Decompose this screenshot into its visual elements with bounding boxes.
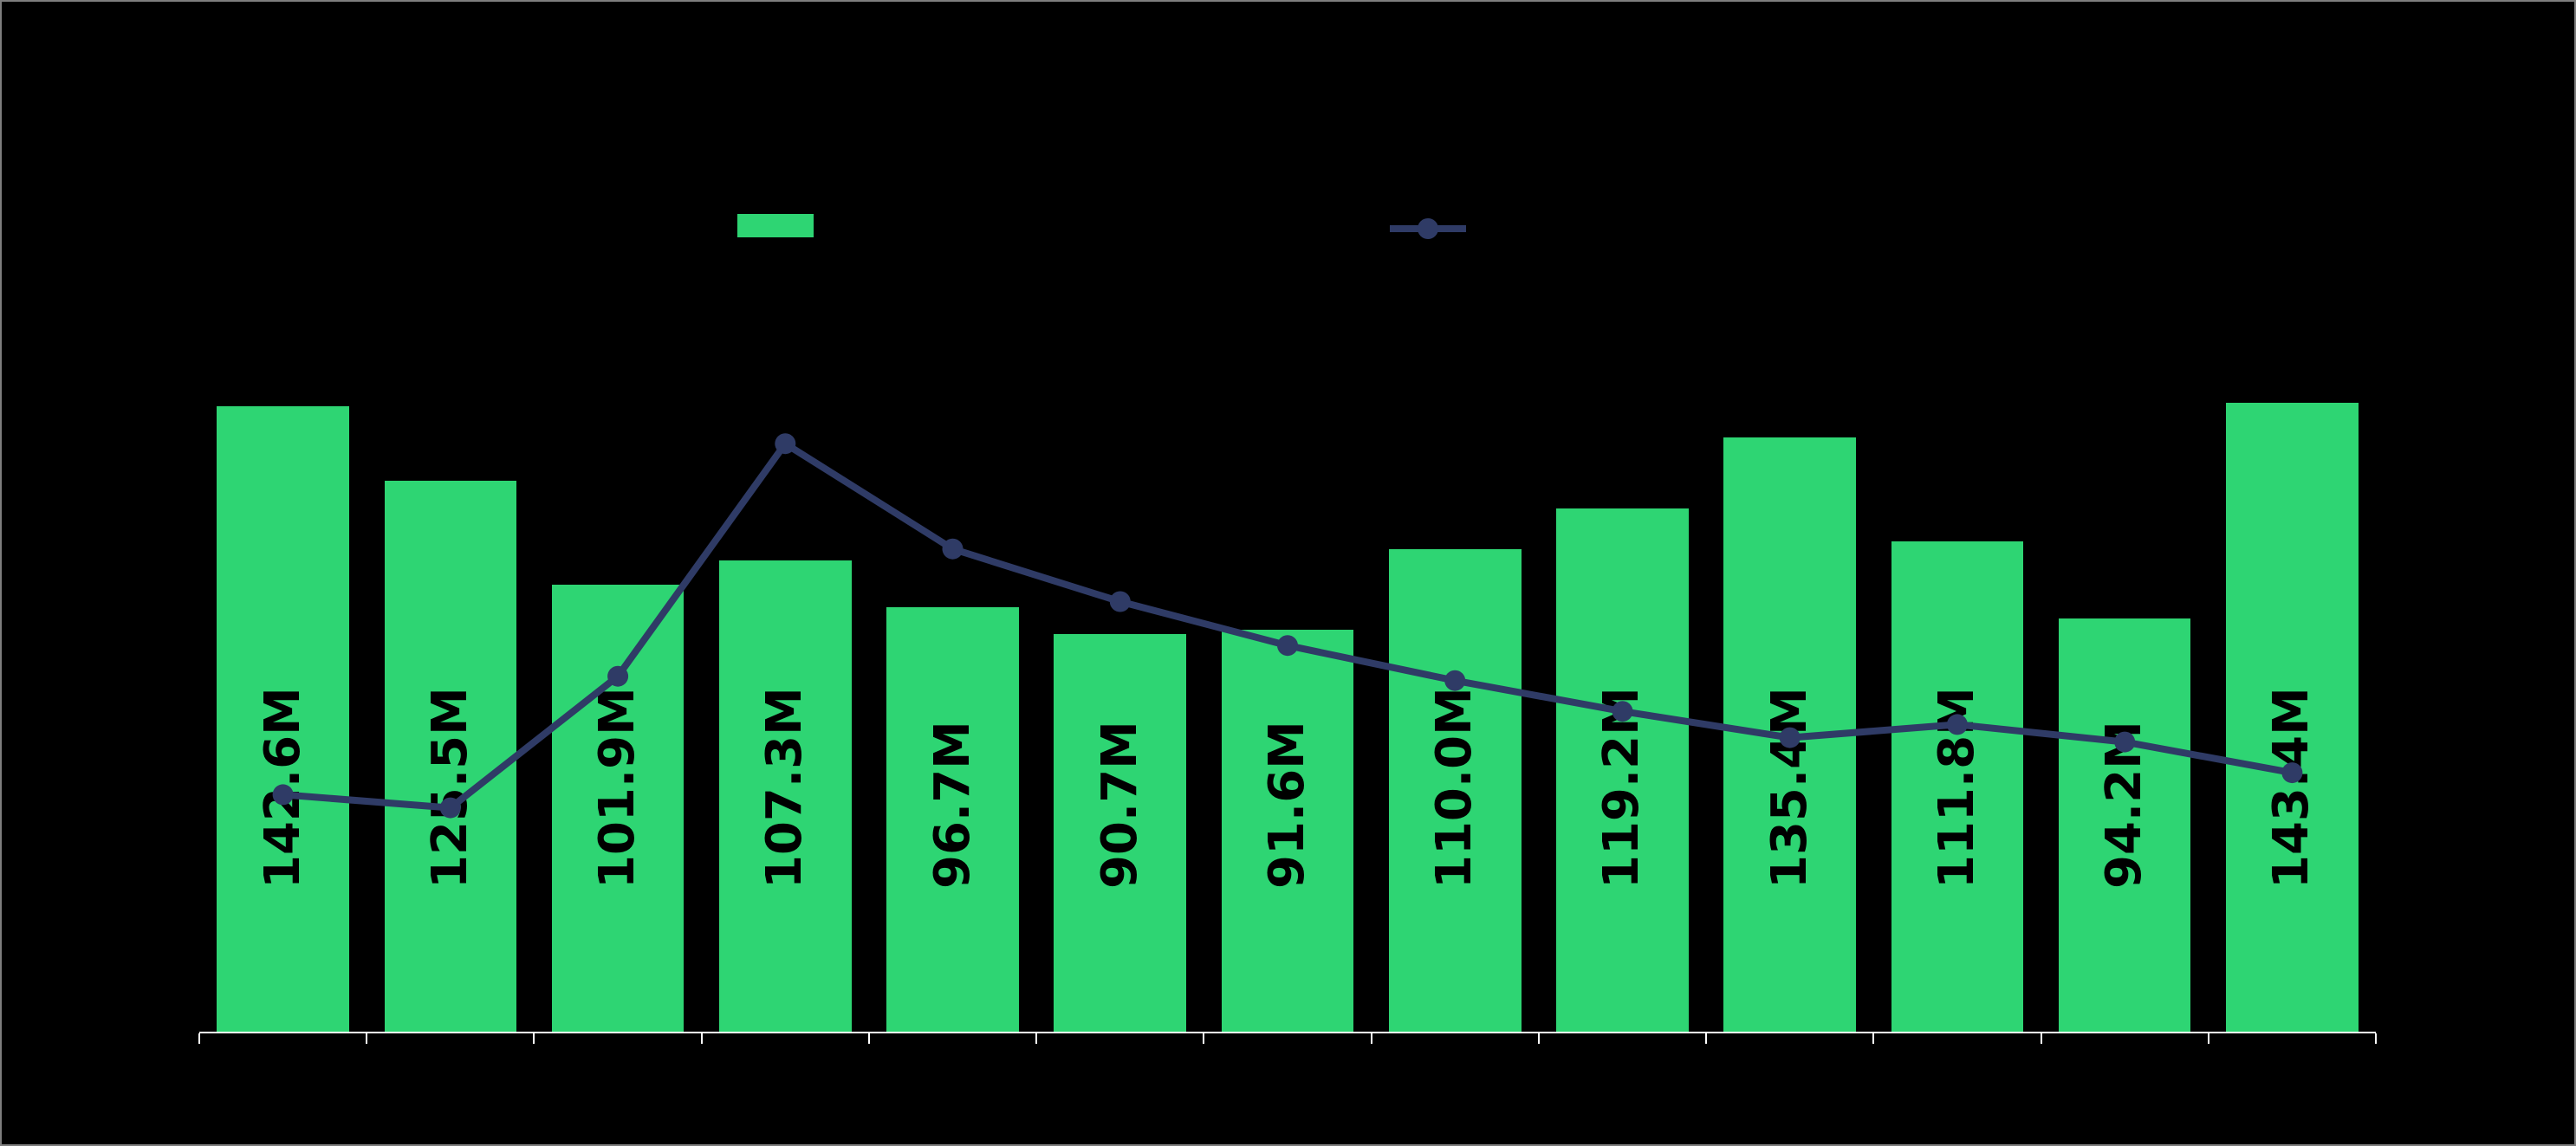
bar-value-label: 107.3M [756, 687, 814, 889]
bar-value-label: 91.6M [1259, 721, 1315, 889]
bar-value-label: 110.0M [1426, 687, 1483, 889]
x-axis-tick [1537, 1033, 1540, 1044]
x-axis-tick [700, 1033, 703, 1044]
legend-line-swatch [1390, 218, 1466, 239]
x-axis-tick [198, 1033, 200, 1044]
legend-bar-swatch [737, 214, 814, 237]
x-axis-tick [1872, 1033, 1875, 1044]
x-axis-tick [2207, 1033, 2209, 1044]
x-axis-line [199, 1032, 2376, 1033]
x-axis-tick [366, 1033, 368, 1044]
x-axis-tick [867, 1033, 870, 1044]
bar-value-label: 111.8M [1928, 687, 1985, 889]
bar-value-label: 143.4M [2263, 687, 2320, 889]
x-axis-tick [533, 1033, 535, 1044]
line-marker-icon [942, 538, 964, 560]
bar-value-label: 90.7M [1091, 721, 1148, 889]
x-axis-tick [1203, 1033, 1205, 1044]
bar-value-label: 94.2M [2096, 721, 2153, 889]
legend-line-marker-icon [1418, 218, 1438, 239]
bar-value-label: 119.2M [1593, 687, 1651, 889]
x-axis-tick [1035, 1033, 1038, 1044]
bar-value-label: 135.4M [1761, 687, 1818, 889]
bar-value-label: 125.5M [421, 687, 478, 889]
x-axis-tick [2040, 1033, 2042, 1044]
x-axis-tick [1370, 1033, 1372, 1044]
line-marker-icon [775, 433, 796, 455]
x-axis-tick [1705, 1033, 1708, 1044]
bar-value-label: 101.9M [589, 687, 646, 889]
bar-value-label: 96.7M [924, 721, 981, 889]
line-marker-icon [1109, 591, 1131, 612]
x-axis-tick [2375, 1033, 2377, 1044]
bar-value-label: 142.6M [254, 687, 311, 889]
